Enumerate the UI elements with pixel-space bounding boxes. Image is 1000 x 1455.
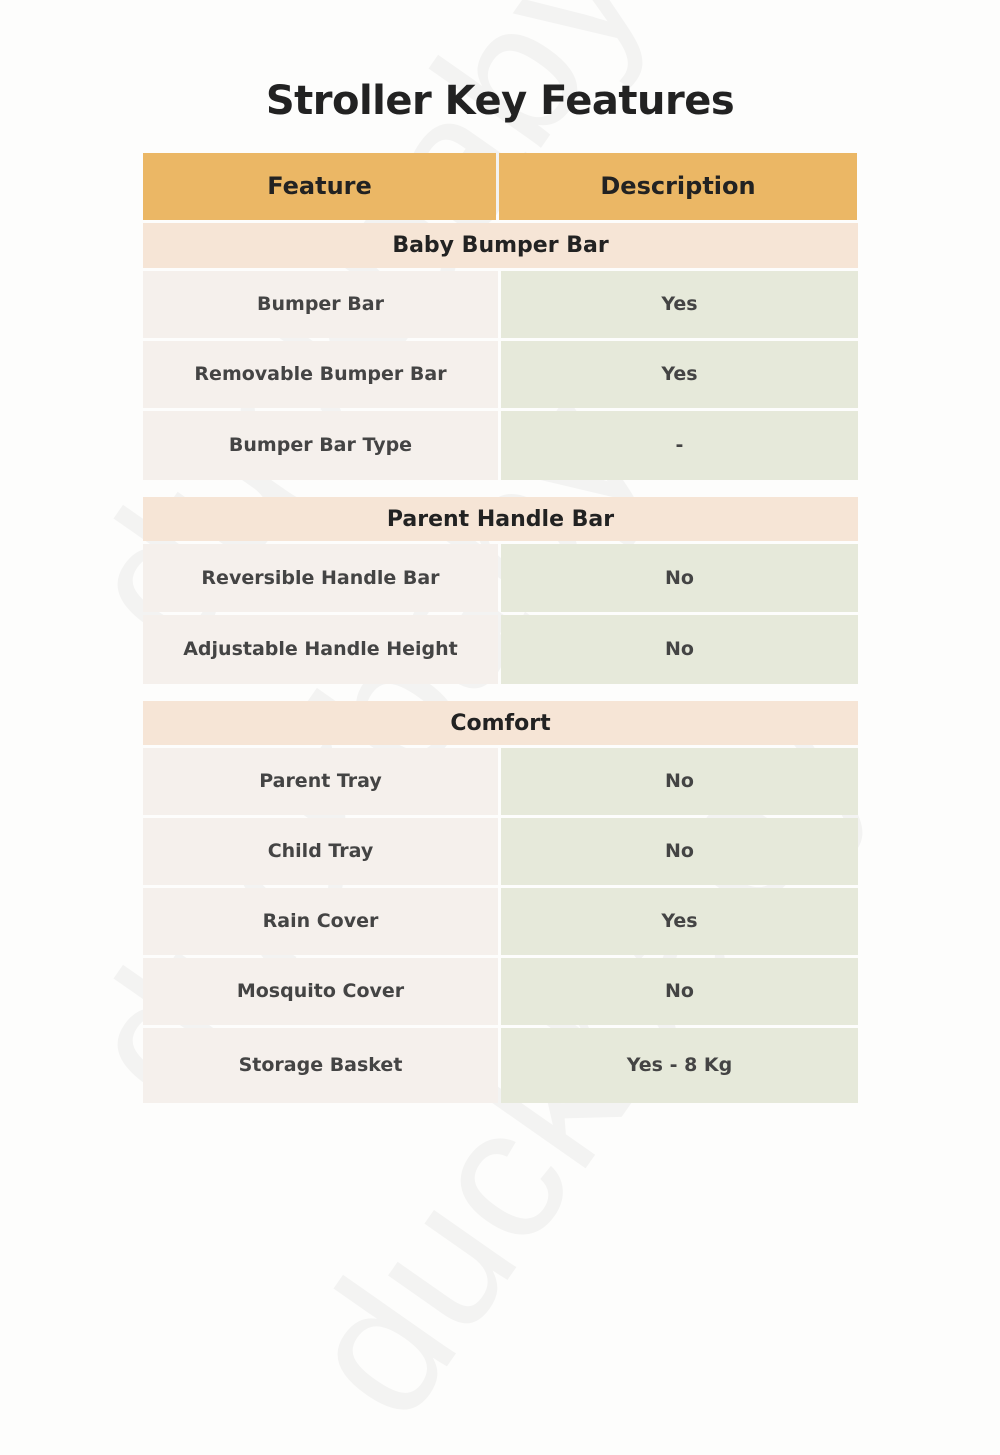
- value-cell: No: [501, 544, 858, 612]
- value-cell: Yes: [501, 888, 858, 955]
- feature-cell: Rain Cover: [143, 888, 498, 955]
- page-title: Stroller Key Features: [265, 78, 735, 124]
- value-cell: No: [501, 615, 858, 684]
- feature-cell: Storage Basket: [143, 1028, 498, 1103]
- feature-cell: Parent Tray: [143, 748, 498, 815]
- feature-cell: Removable Bumper Bar: [143, 341, 498, 408]
- section-title: Comfort: [143, 701, 858, 745]
- value-cell: No: [501, 818, 858, 885]
- feature-cell: Bumper Bar: [143, 271, 498, 338]
- value-cell: -: [501, 411, 858, 480]
- section-title: Baby Bumper Bar: [143, 223, 858, 268]
- value-cell: Yes: [501, 341, 858, 408]
- feature-cell: Adjustable Handle Height: [143, 615, 498, 684]
- value-cell: No: [501, 958, 858, 1025]
- feature-cell: Reversible Handle Bar: [143, 544, 498, 612]
- section-title: Parent Handle Bar: [143, 497, 858, 541]
- value-cell: Yes - 8 Kg: [501, 1028, 858, 1103]
- feature-cell: Mosquito Cover: [143, 958, 498, 1025]
- value-cell: No: [501, 748, 858, 815]
- value-cell: Yes: [501, 271, 858, 338]
- header-feature: Feature: [143, 153, 496, 220]
- feature-cell: Bumper Bar Type: [143, 411, 498, 480]
- header-description: Description: [499, 153, 857, 220]
- feature-cell: Child Tray: [143, 818, 498, 885]
